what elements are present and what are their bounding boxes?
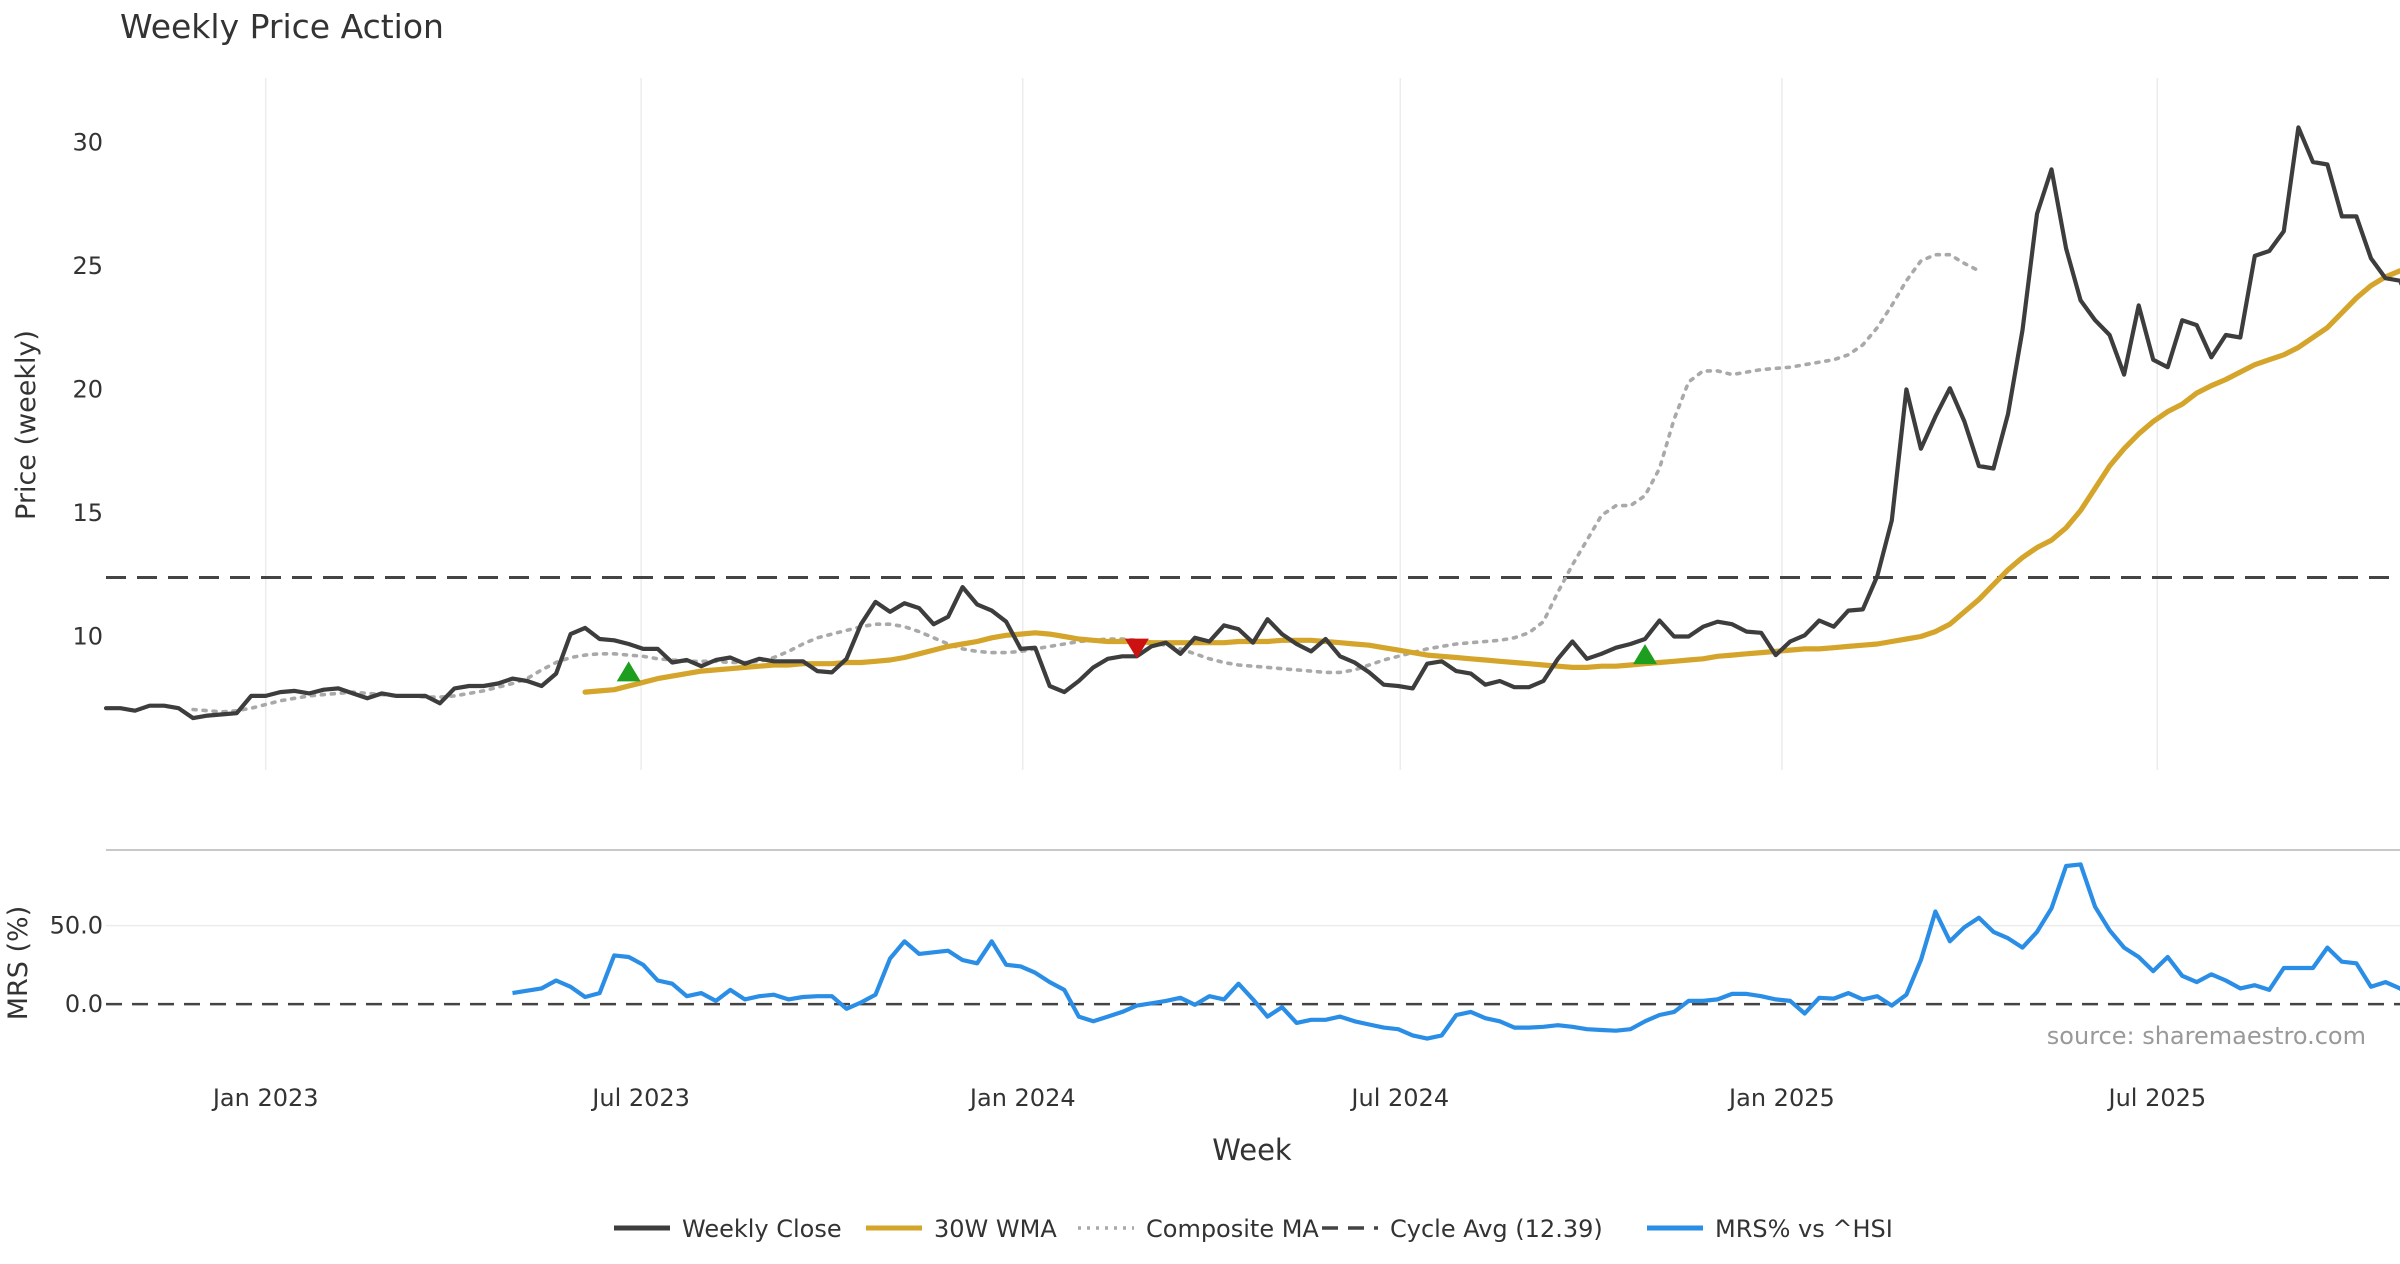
x-tick-label: Jan 2025 bbox=[1727, 1084, 1835, 1112]
legend-item-mrs-vs-hsi: MRS% vs ^HSI bbox=[1647, 1215, 1893, 1243]
x-axis-label: Week bbox=[1212, 1133, 1292, 1167]
legend-label: Composite MA bbox=[1146, 1215, 1319, 1243]
x-tick-label: Jan 2024 bbox=[968, 1084, 1076, 1112]
mrs-series bbox=[513, 864, 2400, 1038]
composite-ma-line bbox=[193, 255, 1979, 712]
source-note: source: sharemaestro.com bbox=[2047, 1022, 2366, 1050]
legend-item-cycle-avg-12-39: Cycle Avg (12.39) bbox=[1322, 1215, 1603, 1243]
price-y-ticks: 10 15 20 25 30 bbox=[72, 128, 103, 650]
mrs-y-axis-label: MRS (%) bbox=[3, 906, 34, 1021]
mrs-line bbox=[513, 864, 2400, 1038]
price-y-tick-label: 30 bbox=[72, 128, 103, 156]
price-y-tick-label: 25 bbox=[72, 252, 103, 280]
mrs-y-tick-label: 50.0 bbox=[50, 912, 103, 940]
x-tick-label: Jan 2023 bbox=[211, 1084, 319, 1112]
x-axis-ticks: Jan 2023 Jul 2023 Jan 2024 Jul 2024 Jan 2025… bbox=[211, 1084, 2206, 1112]
weekly-close-line bbox=[106, 127, 2400, 718]
buy-signal-marker bbox=[617, 661, 641, 681]
x-tick-label: Jul 2023 bbox=[590, 1084, 690, 1112]
chart-title: Weekly Price Action bbox=[120, 7, 444, 46]
price-y-tick-label: 20 bbox=[72, 375, 103, 403]
price-y-axis-label: Price (weekly) bbox=[11, 330, 42, 520]
legend-label: MRS% vs ^HSI bbox=[1715, 1215, 1893, 1243]
mrs-y-ticks: 0.0 50.0 bbox=[50, 912, 103, 1018]
buy-signal-marker bbox=[1633, 644, 1657, 664]
legend-item-composite-ma: Composite MA bbox=[1078, 1215, 1319, 1243]
price-y-tick-label: 10 bbox=[72, 623, 103, 651]
mrs-y-tick-label: 0.0 bbox=[65, 990, 103, 1018]
legend: Weekly Close 30W WMA Composite MA Cycle Avg… bbox=[614, 1215, 1893, 1243]
x-tick-label: Jul 2025 bbox=[2106, 1084, 2206, 1112]
legend-label: Cycle Avg (12.39) bbox=[1390, 1215, 1603, 1243]
price-y-tick-label: 15 bbox=[72, 499, 103, 527]
x-tick-label: Jul 2024 bbox=[1349, 1084, 1449, 1112]
legend-label: 30W WMA bbox=[934, 1215, 1057, 1243]
legend-item-weekly-close: Weekly Close bbox=[614, 1215, 842, 1243]
price-series bbox=[106, 127, 2400, 718]
legend-item-30w-wma: 30W WMA bbox=[866, 1215, 1057, 1243]
legend-label: Weekly Close bbox=[682, 1215, 842, 1243]
